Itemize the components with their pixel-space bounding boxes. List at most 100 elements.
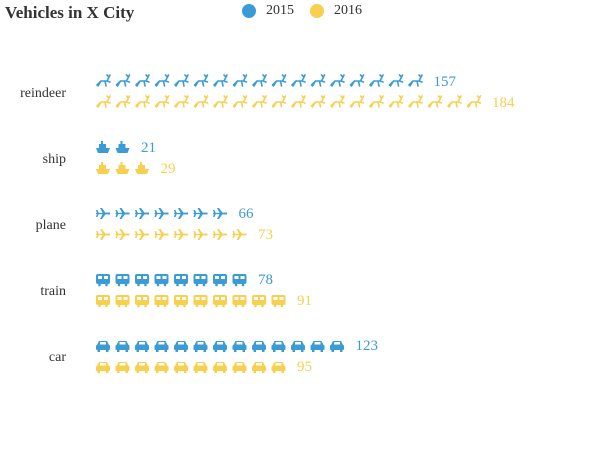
- symbol-train-2016: [232, 295, 247, 308]
- symbol-reindeer-2016: [369, 95, 384, 108]
- symbol-car-2015: [310, 341, 325, 352]
- symbol-reindeer-2015: [310, 74, 326, 87]
- symbol-car-2016: [232, 362, 247, 373]
- symbol-reindeer-2015: [369, 74, 384, 87]
- symbol-reindeer-2016: [135, 95, 150, 108]
- symbol-car-2016: [174, 362, 188, 373]
- symbol-plane-2016: [135, 229, 149, 240]
- symbol-car-2015: [96, 341, 110, 352]
- symbol-train-2016: [96, 295, 110, 308]
- symbol-reindeer-2016: [466, 95, 482, 108]
- symbol-plane-2016: [96, 229, 110, 240]
- symbol-car-2016: [271, 362, 286, 373]
- category-label-train: train: [40, 284, 66, 299]
- legend: 2015 2016: [242, 3, 378, 19]
- symbol-reindeer-2016: [193, 95, 209, 108]
- category-label-ship: ship: [43, 152, 66, 167]
- symbol-car-2016: [135, 362, 149, 373]
- symbol-reindeer-2016: [252, 95, 267, 108]
- symbol-plane-2016: [232, 229, 247, 240]
- symbol-plane-2016: [115, 229, 130, 240]
- symbol-reindeer-2015: [213, 74, 228, 87]
- symbol-car-2015: [232, 341, 247, 352]
- symbol-reindeer-2016: [232, 95, 248, 108]
- legend-label-2016: 2016: [334, 3, 362, 18]
- symbol-plane-2015: [154, 208, 169, 219]
- value-label-ship-2015: 21: [141, 140, 156, 156]
- symbol-reindeer-2015: [96, 74, 111, 87]
- symbol-train-2015: [96, 274, 110, 287]
- chart-title: Vehicles in X City: [5, 3, 135, 22]
- symbol-reindeer-2016: [388, 95, 404, 108]
- symbol-reindeer-2015: [408, 74, 423, 87]
- symbol-car-2015: [154, 341, 169, 352]
- legend-item-2016[interactable]: 2016: [310, 3, 362, 19]
- symbol-reindeer-2015: [330, 74, 345, 87]
- bar-ship-2015[interactable]: [96, 141, 130, 153]
- symbol-train-2015: [174, 274, 188, 287]
- value-label-plane-2016: 73: [258, 227, 273, 243]
- symbol-train-2016: [213, 295, 227, 308]
- symbol-car-2015: [135, 341, 149, 352]
- bar-reindeer-2016[interactable]: [96, 95, 482, 108]
- symbol-reindeer-2016: [154, 95, 170, 108]
- symbol-car-2015: [174, 341, 188, 352]
- legend-item-2015[interactable]: 2015: [242, 3, 294, 19]
- bar-plane-2015[interactable]: [96, 208, 227, 219]
- symbol-reindeer-2015: [174, 74, 189, 87]
- value-label-car-2015: 123: [356, 338, 379, 354]
- category-label-plane: plane: [36, 218, 66, 233]
- symbol-train-2016: [154, 295, 169, 308]
- symbol-reindeer-2016: [427, 95, 443, 108]
- category-label-car: car: [49, 350, 66, 365]
- bar-ship-2016[interactable]: [96, 162, 149, 174]
- symbol-plane-2016: [193, 229, 208, 240]
- symbol-reindeer-2015: [349, 74, 365, 87]
- symbol-reindeer-2015: [291, 74, 306, 87]
- symbol-reindeer-2016: [96, 95, 111, 108]
- symbol-plane-2015: [96, 208, 110, 219]
- symbol-car-2016: [193, 362, 208, 373]
- symbol-reindeer-2015: [154, 74, 170, 87]
- symbol-car-2015: [252, 341, 266, 352]
- symbol-train-2015: [193, 274, 208, 287]
- symbol-reindeer-2016: [408, 95, 423, 108]
- symbol-reindeer-2016: [115, 95, 131, 108]
- symbol-reindeer-2015: [271, 74, 287, 87]
- value-label-plane-2015: 66: [239, 206, 255, 222]
- legend-swatch-2016: [310, 4, 324, 18]
- symbol-reindeer-2015: [232, 74, 248, 87]
- symbol-reindeer-2016: [330, 95, 345, 108]
- symbol-reindeer-2016: [174, 95, 189, 108]
- symbol-reindeer-2015: [135, 74, 150, 87]
- value-label-reindeer-2015: 157: [434, 74, 457, 90]
- symbol-car-2016: [252, 362, 266, 373]
- legend-swatch-2015: [242, 4, 256, 18]
- symbol-ship-2016: [135, 162, 149, 174]
- symbol-reindeer-2015: [252, 74, 267, 87]
- symbol-reindeer-2016: [447, 95, 462, 108]
- symbol-car-2015: [291, 341, 305, 352]
- symbol-train-2015: [135, 274, 149, 287]
- symbol-car-2015: [193, 341, 208, 352]
- symbol-reindeer-2016: [213, 95, 228, 108]
- symbol-train-2016: [174, 295, 188, 308]
- bar-reindeer-2015[interactable]: [96, 74, 423, 87]
- symbol-ship-2015: [96, 141, 110, 153]
- symbol-reindeer-2015: [193, 74, 209, 87]
- symbol-plane-2015: [135, 208, 149, 219]
- bar-train-2015[interactable]: [96, 274, 247, 287]
- symbol-ship-2016: [115, 162, 130, 174]
- bar-car-2015[interactable]: [96, 341, 344, 352]
- legend-label-2015: 2015: [266, 3, 294, 18]
- value-label-train-2015: 78: [258, 272, 273, 288]
- value-label-ship-2016: 29: [161, 161, 176, 177]
- bar-plane-2016[interactable]: [96, 229, 247, 240]
- symbol-train-2016: [193, 295, 208, 308]
- bar-car-2016[interactable]: [96, 362, 286, 373]
- symbol-plane-2016: [213, 229, 227, 240]
- symbol-train-2016: [115, 295, 130, 308]
- bar-train-2016[interactable]: [96, 295, 286, 308]
